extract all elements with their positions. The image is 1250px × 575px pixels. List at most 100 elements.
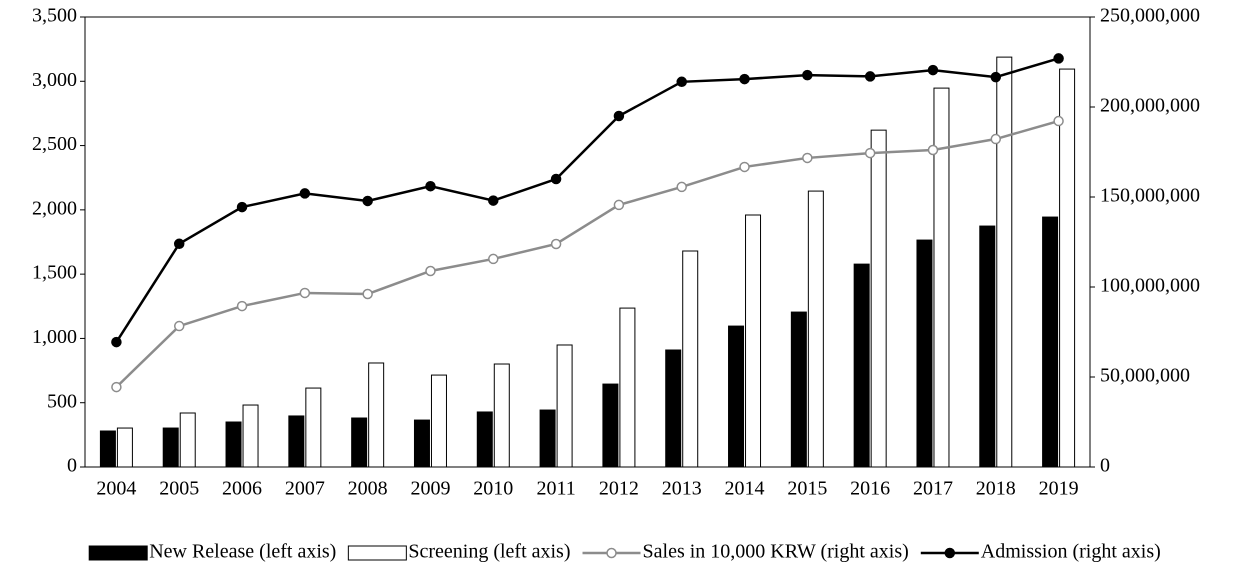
legend-label: Screening (left axis) — [408, 541, 570, 563]
marker — [173, 320, 185, 332]
marker — [676, 76, 687, 88]
bar — [933, 87, 950, 468]
y2-tick-label: 150,000,000 — [1100, 185, 1200, 207]
legend-marker — [944, 547, 956, 559]
bar — [870, 129, 887, 468]
x-tick-label: 2007 — [285, 478, 325, 500]
bar — [430, 374, 447, 468]
bar — [556, 344, 573, 468]
y-tick-label: 2,500 — [32, 133, 77, 155]
bar — [493, 363, 510, 468]
bar — [1042, 216, 1059, 468]
x-tick-label: 2010 — [473, 478, 513, 500]
y2-tick-label: 200,000,000 — [1100, 95, 1200, 117]
marker — [1053, 53, 1064, 64]
bar — [242, 404, 259, 468]
marker — [111, 381, 122, 393]
marker — [362, 195, 373, 207]
bar — [1059, 68, 1076, 468]
legend-label: Sales in 10,000 KRW (right axis) — [643, 541, 909, 563]
x-tick-label: 2013 — [662, 478, 702, 500]
marker — [613, 110, 625, 122]
marker — [927, 64, 939, 76]
bar — [619, 307, 636, 468]
legend-marker — [606, 547, 617, 559]
bar — [413, 419, 430, 468]
bar — [539, 409, 556, 468]
legend-label: New Release (left axis) — [149, 541, 336, 563]
y-tick-label: 3,500 — [32, 5, 77, 27]
bar — [305, 387, 322, 468]
bar — [288, 415, 305, 468]
bar — [602, 383, 619, 468]
legend: New Release (left axis) Screening (left a… — [88, 541, 1161, 563]
marker — [362, 288, 373, 300]
marker — [802, 152, 813, 164]
marker — [425, 265, 436, 277]
marker — [739, 161, 750, 173]
marker — [927, 144, 939, 156]
x-tick-label: 2004 — [96, 478, 136, 500]
x-tick-label: 2016 — [850, 478, 890, 500]
y2-tick-label: 250,000,000 — [1100, 5, 1200, 27]
legend-swatch — [347, 545, 407, 561]
marker — [236, 201, 248, 213]
marker — [550, 173, 562, 185]
y-tick-label: 3,000 — [32, 69, 77, 91]
marker — [299, 287, 311, 299]
y-tick-label: 1,500 — [32, 262, 77, 284]
bar — [996, 56, 1013, 468]
bar — [853, 263, 870, 468]
bar — [225, 421, 242, 468]
plot-frame — [84, 16, 1091, 468]
marker — [802, 69, 813, 81]
x-tick-label: 2018 — [976, 478, 1016, 500]
marker — [488, 253, 499, 265]
bar — [916, 239, 933, 468]
bar — [728, 325, 745, 468]
x-tick-label: 2015 — [787, 478, 827, 500]
x-tick-label: 2008 — [348, 478, 388, 500]
y-tick-label: 1,000 — [32, 326, 77, 348]
bar — [179, 412, 196, 468]
bar — [99, 430, 116, 468]
bar — [351, 417, 368, 468]
y-tick-label: 0 — [67, 455, 77, 477]
y-tick-label: 2,000 — [32, 197, 77, 219]
x-tick-label: 2005 — [159, 478, 199, 500]
bar — [745, 214, 762, 468]
line — [115, 57, 1059, 343]
x-tick-label: 2019 — [1039, 478, 1079, 500]
bar — [682, 250, 699, 468]
marker — [739, 73, 750, 85]
marker — [990, 133, 1002, 145]
y2-tick-label: 100,000,000 — [1100, 275, 1200, 297]
y-tick-label: 500 — [47, 390, 77, 412]
marker — [990, 71, 1002, 83]
y2-tick-label: 0 — [1100, 455, 1110, 477]
marker — [488, 195, 499, 206]
y2-tick-label: 50,000,000 — [1100, 365, 1190, 387]
marker — [111, 336, 122, 348]
bar — [476, 411, 493, 468]
marker — [550, 238, 562, 250]
legend-swatch — [88, 545, 148, 561]
line — [115, 119, 1059, 388]
marker — [425, 180, 436, 192]
legend-label: Admission (right axis) — [981, 541, 1161, 563]
x-tick-label: 2009 — [410, 478, 450, 500]
marker — [864, 147, 876, 159]
x-tick-label: 2011 — [536, 478, 575, 500]
marker — [864, 71, 876, 82]
marker — [299, 188, 311, 199]
bar — [807, 190, 824, 468]
marker — [236, 300, 248, 312]
bar — [116, 427, 133, 468]
bar — [162, 427, 179, 468]
marker — [173, 238, 185, 250]
marker — [613, 199, 625, 211]
bar — [368, 362, 385, 468]
marker — [676, 181, 687, 193]
bar — [665, 349, 682, 468]
